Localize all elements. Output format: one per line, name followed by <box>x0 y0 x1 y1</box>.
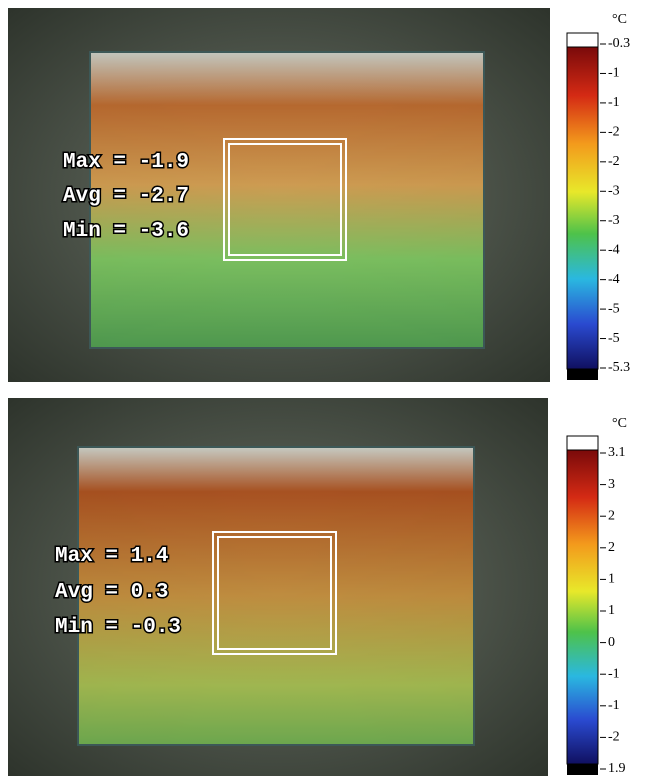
unit-label: °C <box>612 12 627 27</box>
scale-label: -3 <box>608 183 620 198</box>
scale-label: 1 <box>608 572 615 587</box>
colorbar <box>567 450 598 764</box>
scale-label: 1.9 <box>608 761 626 776</box>
scale-label: 2 <box>608 508 615 523</box>
scale-label: 0 <box>608 635 615 650</box>
colorbar-top <box>567 436 598 450</box>
scale-label: -4 <box>608 272 620 287</box>
unit-label: °C <box>612 416 627 431</box>
scale-label: 1 <box>608 603 615 618</box>
stat-label: Max = -1.9 <box>63 151 189 174</box>
scale-label: -1 <box>608 95 620 110</box>
scale-label: -1 <box>608 666 620 681</box>
scale-label: -5 <box>608 331 620 346</box>
scale-label: -2 <box>608 730 620 745</box>
colorbar-bottom <box>567 369 598 380</box>
stat-label: Avg = 0.3 <box>55 581 168 604</box>
scale-label: 3.1 <box>608 445 626 460</box>
scale-label: -5 <box>608 301 620 316</box>
stat-label: Avg = -2.7 <box>63 185 189 208</box>
scale-label: -1 <box>608 66 620 81</box>
colorbar-bottom <box>567 764 598 775</box>
scale-label: -4 <box>608 242 620 257</box>
scale-label: -5.3 <box>608 360 630 375</box>
scale-label: -3 <box>608 213 620 228</box>
scale-label: -2 <box>608 154 620 169</box>
scale-label: 2 <box>608 540 615 555</box>
scale-label: 3 <box>608 477 615 492</box>
stat-label: Max = 1.4 <box>55 545 168 568</box>
colorbar <box>567 47 598 369</box>
scale-label: -2 <box>608 125 620 140</box>
stat-label: Min = -0.3 <box>55 616 181 639</box>
colorbar-top <box>567 33 598 47</box>
scale-label: -1 <box>608 698 620 713</box>
scale-label: -0.3 <box>608 36 630 51</box>
stat-label: Min = -3.6 <box>63 220 189 243</box>
page: Max = -1.9 Avg = -2.7 Min = -3.6 °C -0.3 -1 -1… <box>0 0 654 776</box>
